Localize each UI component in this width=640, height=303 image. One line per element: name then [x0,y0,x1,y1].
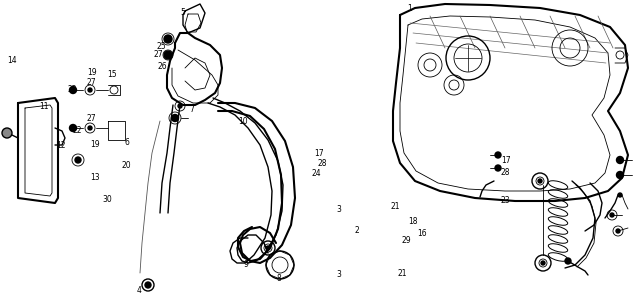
Text: 28: 28 [317,159,326,168]
Text: 23: 23 [500,196,511,205]
Text: 13: 13 [90,173,100,182]
Circle shape [538,179,542,183]
Text: 3: 3 [337,205,342,214]
Text: 16: 16 [417,229,428,238]
Text: 30: 30 [102,195,112,205]
Text: 22: 22 [72,126,81,135]
Text: 17: 17 [314,148,324,158]
Circle shape [616,157,623,164]
Text: 19: 19 [90,140,100,149]
Circle shape [178,104,182,108]
Text: 28: 28 [501,168,510,177]
Text: 1: 1 [407,4,412,13]
Circle shape [565,258,571,264]
Circle shape [164,51,172,59]
Text: 9: 9 [244,260,249,269]
Text: 15: 15 [107,70,117,79]
Text: 27: 27 [154,50,164,59]
Text: 19: 19 [86,68,97,77]
Text: 17: 17 [500,156,511,165]
Text: 10: 10 [238,117,248,126]
Text: 11: 11 [39,102,48,111]
Circle shape [616,229,620,233]
Text: 29: 29 [401,236,412,245]
Text: 26: 26 [157,62,167,71]
Circle shape [618,193,622,197]
Text: 24: 24 [312,169,322,178]
Circle shape [2,128,12,138]
Circle shape [616,171,623,178]
Circle shape [164,35,172,43]
Circle shape [88,88,92,92]
Text: 21: 21 [391,201,400,211]
Circle shape [610,213,614,217]
Text: 2: 2 [355,226,360,235]
Text: 4: 4 [137,286,142,295]
Circle shape [145,282,151,288]
Text: 5: 5 [180,8,185,17]
Circle shape [266,246,270,250]
Text: 6: 6 [124,138,129,147]
Text: 21: 21 [397,269,406,278]
Text: 14: 14 [6,56,17,65]
Text: 27: 27 [86,78,97,87]
Text: 20: 20 [122,161,132,170]
Text: 3: 3 [337,270,342,279]
Text: 8: 8 [276,274,281,283]
Text: 18: 18 [408,217,417,226]
Text: 12: 12 [56,141,65,150]
Circle shape [75,157,81,163]
Circle shape [88,126,92,130]
Circle shape [495,152,501,158]
Text: 7: 7 [189,105,195,114]
Text: 25: 25 [156,42,166,52]
Circle shape [70,86,77,94]
Circle shape [70,125,77,132]
Text: 22: 22 [68,85,77,95]
Text: 27: 27 [86,114,96,123]
Circle shape [172,115,179,122]
Circle shape [495,165,501,171]
Circle shape [541,261,545,265]
